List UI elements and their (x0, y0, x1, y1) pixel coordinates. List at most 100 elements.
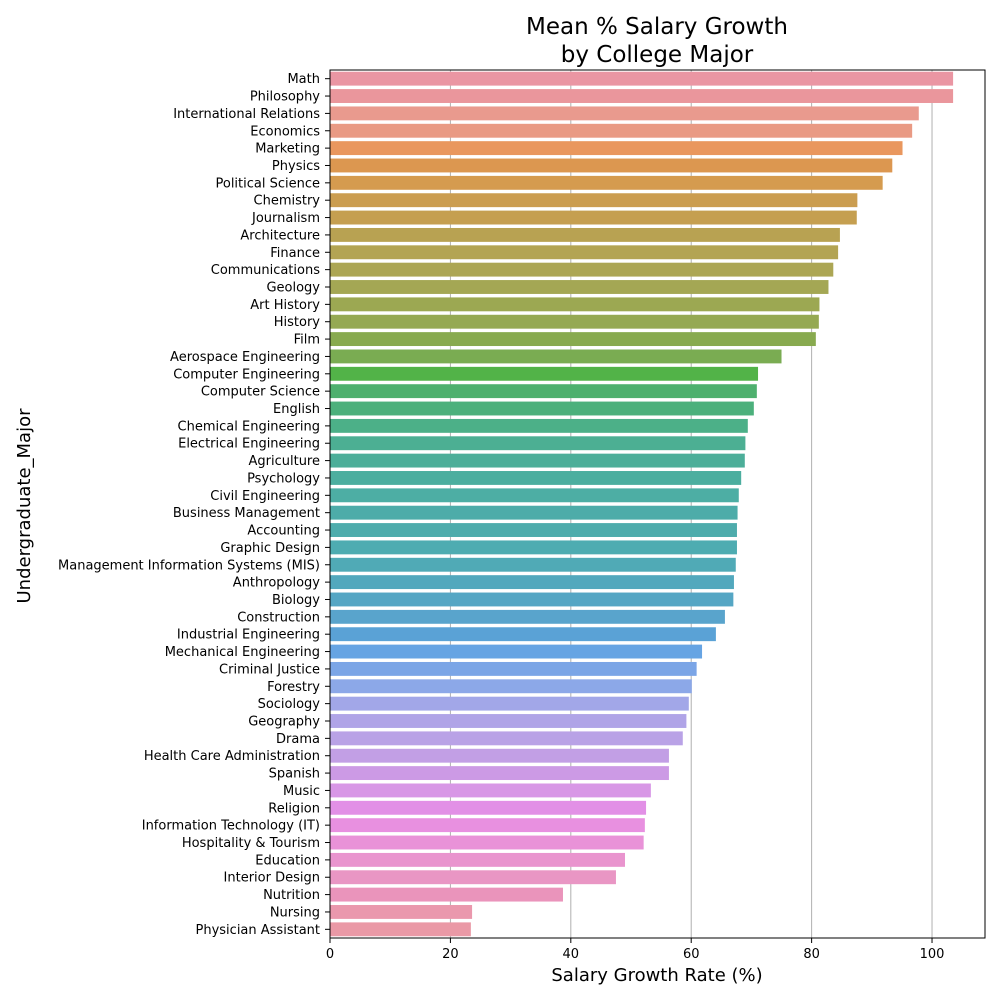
x-tick-label: 20 (442, 947, 459, 962)
x-tick-label: 100 (920, 947, 945, 962)
bar (330, 627, 716, 642)
y-tick-label: Computer Science (201, 385, 320, 400)
plot-frame (329, 69, 986, 939)
bar (330, 384, 757, 399)
bar (330, 592, 734, 607)
bar (330, 245, 839, 260)
bar (330, 800, 647, 815)
y-tick-label: Aerospace Engineering (170, 350, 320, 365)
y-tick-label: Communications (211, 263, 320, 278)
x-axis-label: Salary Growth Rate (%) (551, 965, 762, 986)
bar (330, 418, 748, 433)
bar (330, 401, 754, 416)
bar (330, 783, 651, 798)
bar (330, 71, 954, 86)
bar (330, 89, 954, 103)
bar (330, 106, 919, 121)
y-tick-labels: Math Philosophy International Relations Eco… (58, 72, 330, 938)
y-tick-label: Information Technology (IT) (142, 819, 320, 834)
bar (330, 227, 840, 242)
y-tick-label: Accounting (247, 524, 320, 539)
bar (330, 766, 669, 781)
y-tick-label: Industrial Engineering (177, 628, 320, 643)
y-tick-label: Economics (250, 124, 320, 139)
y-tick-label: Civil Engineering (210, 489, 320, 504)
y-tick-label: Hospitality & Tourism (182, 836, 320, 851)
y-tick-label: Finance (270, 246, 320, 261)
y-tick-label: Nursing (270, 905, 320, 920)
y-tick-label: Construction (237, 610, 320, 625)
y-tick-label: Marketing (255, 142, 320, 157)
bar (330, 436, 746, 451)
bar (330, 748, 669, 763)
y-tick-label: Physician Assistant (196, 923, 320, 938)
x-tick-label: 40 (563, 947, 580, 962)
y-tick-label: Philosophy (250, 90, 320, 105)
bar (330, 575, 734, 590)
bar (330, 349, 782, 364)
y-tick-label: Sociology (258, 697, 321, 712)
y-tick-label: Psychology (247, 471, 320, 486)
bar (330, 714, 687, 728)
bar (330, 158, 893, 173)
bar (330, 262, 834, 277)
x-tick-labels: 0 20 40 60 80 100 (326, 938, 945, 962)
bar (330, 540, 737, 555)
bar (330, 922, 471, 937)
bar (330, 175, 883, 190)
y-tick-label: Mechanical Engineering (165, 645, 320, 660)
bar (330, 661, 697, 676)
bar (330, 679, 692, 694)
bar (330, 193, 858, 208)
bar (330, 471, 742, 485)
bar (330, 505, 738, 520)
y-tick-label: Spanish (269, 767, 320, 782)
y-tick-label: Nutrition (263, 888, 320, 903)
y-tick-label: Geology (266, 281, 320, 296)
bar (330, 488, 739, 503)
bar (330, 210, 857, 225)
y-tick-label: Management Information Systems (MIS) (58, 558, 320, 573)
y-tick-label: Geography (248, 715, 320, 730)
y-tick-label: Biology (272, 593, 320, 608)
y-tick-label: International Relations (173, 107, 320, 122)
y-tick-label: Film (294, 333, 320, 348)
bar (330, 280, 829, 294)
bar (330, 523, 737, 537)
y-tick-label: English (273, 402, 320, 417)
y-tick-label: Electrical Engineering (178, 437, 320, 452)
y-tick-label: Architecture (240, 228, 320, 243)
y-tick-label: Physics (272, 159, 320, 174)
bar (330, 141, 903, 156)
bar (330, 905, 473, 919)
y-tick-label: Education (255, 853, 320, 868)
bar (330, 314, 819, 329)
x-tick-label: 0 (326, 947, 334, 962)
x-tick-label: 60 (683, 947, 700, 962)
bar (330, 644, 703, 659)
bars (330, 71, 954, 937)
y-axis-label: Undergraduate_Major (14, 408, 35, 604)
bar (330, 852, 625, 867)
bar (330, 887, 563, 902)
y-tick-label: Political Science (215, 176, 320, 191)
chart-title-line-2: by College Major (561, 42, 754, 68)
bar (330, 557, 736, 572)
y-tick-label: Chemistry (254, 194, 321, 209)
y-tick-label: Music (283, 784, 320, 799)
y-tick-label: Journalism (251, 211, 320, 226)
y-tick-label: Drama (276, 732, 320, 747)
y-tick-label: Agriculture (249, 454, 321, 469)
bar (330, 366, 759, 381)
y-tick-label: Health Care Administration (144, 749, 320, 764)
y-tick-label: Computer Engineering (173, 367, 320, 382)
bar (330, 297, 820, 312)
bar (330, 835, 644, 850)
bar (330, 123, 913, 138)
y-tick-label: Criminal Justice (219, 662, 320, 677)
y-tick-label: History (274, 315, 321, 330)
bar (330, 731, 683, 746)
y-tick-label: Art History (250, 298, 320, 313)
y-tick-label: Business Management (173, 506, 320, 521)
